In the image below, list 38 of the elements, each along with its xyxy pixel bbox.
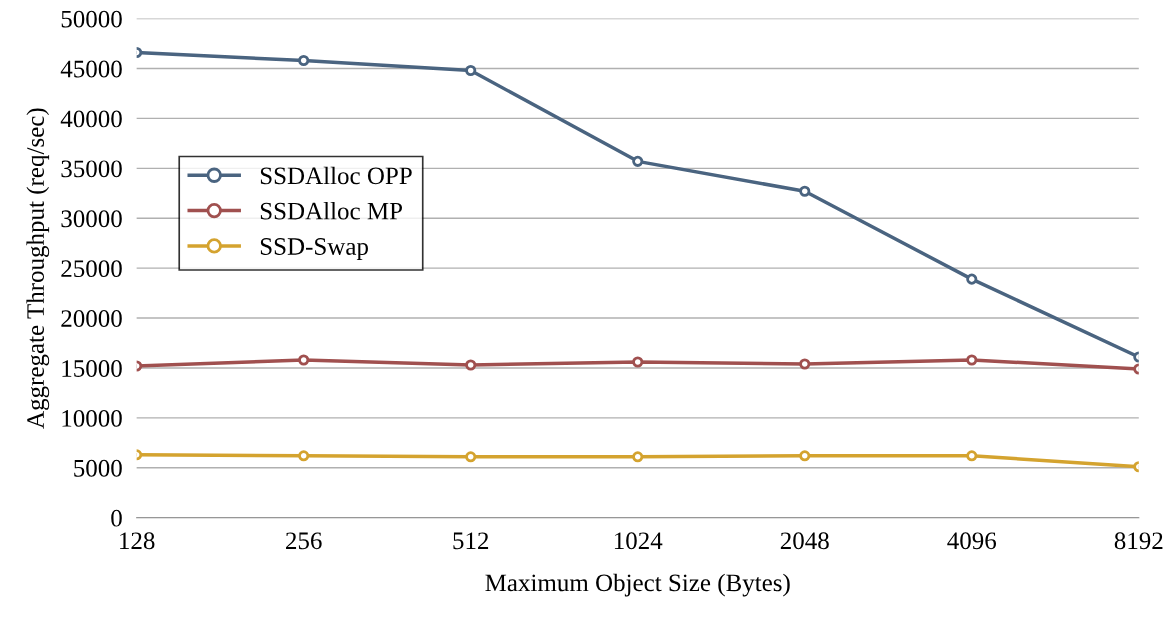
legend-label: SSDAlloc OPP xyxy=(260,166,412,185)
y-tick-label: 0 xyxy=(111,509,122,527)
legend-label: SSD-Swap xyxy=(260,238,368,260)
point xyxy=(465,359,477,371)
x-tick-label: 1024 xyxy=(614,532,663,550)
x-tick-label: 512 xyxy=(453,532,489,550)
point xyxy=(632,451,644,463)
point xyxy=(966,450,978,462)
y-tick-label: 25000 xyxy=(61,260,122,278)
point xyxy=(966,354,978,366)
point xyxy=(966,273,978,285)
y-tick-label: 45000 xyxy=(60,60,122,78)
y-tick-label: 40000 xyxy=(60,110,122,128)
x-tick-label: 256 xyxy=(286,532,322,550)
x-tick-label: 8192 xyxy=(1114,532,1163,550)
point xyxy=(298,354,310,366)
y-tick-label: 5000 xyxy=(74,459,122,477)
point xyxy=(465,451,477,463)
point xyxy=(799,450,811,462)
point xyxy=(298,450,310,462)
y-tick-label: 35000 xyxy=(61,160,122,178)
y-tick-label: 20000 xyxy=(61,310,122,327)
point xyxy=(465,64,477,77)
point xyxy=(799,358,811,370)
x-tick-label: 2048 xyxy=(780,532,829,550)
y-tick-label: 10000 xyxy=(62,409,122,427)
point xyxy=(298,54,310,67)
point xyxy=(799,185,811,197)
point xyxy=(632,356,644,368)
y-tick-label: 50000 xyxy=(61,10,122,28)
legend-label: SSDAlloc MP xyxy=(260,201,403,220)
x-tick-label: 4096 xyxy=(947,532,997,550)
x-tick-label: 128 xyxy=(120,532,155,550)
y-axis-title: Aggregate Throughput (req/sec) xyxy=(26,108,50,429)
y-tick-label: 15000 xyxy=(62,360,122,377)
y-tick-label: 30000 xyxy=(61,210,122,228)
x-axis-title: Maximum Object Size (Bytes) xyxy=(485,573,790,597)
point xyxy=(632,155,644,167)
